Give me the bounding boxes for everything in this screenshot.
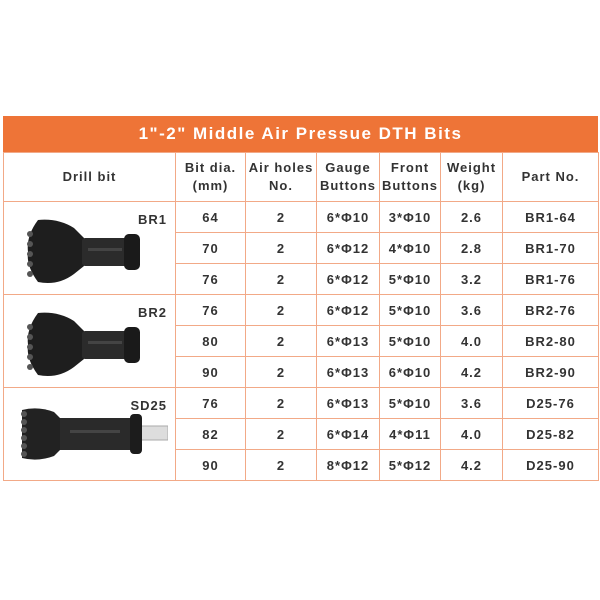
air-holes-cell: 2 (245, 232, 317, 264)
model-label: BR2 (137, 305, 167, 320)
gauge-buttons-cell: 6*Φ14 (316, 418, 380, 450)
part-number-cell: D25-90 (502, 449, 599, 481)
gauge-buttons-cell: 6*Φ13 (316, 356, 380, 388)
bit-diameter-cell: 90 (175, 449, 246, 481)
weight-cell: 3.6 (440, 387, 503, 419)
front-buttons-cell: 6*Φ10 (379, 356, 441, 388)
air-holes-cell: 2 (245, 201, 317, 233)
column-header-text: Bit dia. (184, 160, 237, 175)
front-buttons-cell: 5*Φ12 (379, 449, 441, 481)
gauge-buttons-cell: 6*Φ13 (316, 325, 380, 357)
bit-diameter-cell: 90 (175, 356, 246, 388)
column-header: Part No. (502, 152, 599, 202)
drill-bit-br2-image (18, 309, 158, 384)
weight-cell: 3.2 (440, 263, 503, 295)
bit-diameter-cell: 76 (175, 263, 246, 295)
table-row: 90 2 8*Φ12 5*Φ12 4.2 D25-90 (4, 449, 599, 481)
bit-diameter-cell: 76 (175, 387, 246, 419)
front-buttons-cell: 5*Φ10 (379, 387, 441, 419)
model-label: SD25 (130, 398, 167, 413)
weight-cell: 3.6 (440, 294, 503, 326)
air-holes-cell: 2 (245, 325, 317, 357)
drill-bit-cell: SD25 (3, 387, 176, 481)
column-header: Front Buttons (379, 152, 441, 202)
header-row: Drill bit Bit dia. (mm) Air holes No. Gauge Bu… (3, 152, 599, 202)
drill-bit-cell: BR1 (3, 201, 176, 295)
table-row: 90 2 6*Φ13 6*Φ10 4.2 BR2-90 (4, 356, 599, 388)
table-row: BR2 76 2 6*Φ12 5*Φ10 3.6 BR2-76 (3, 294, 599, 388)
table-row: 70 2 6*Φ12 4*Φ10 2.8 BR1-70 (4, 232, 599, 264)
part-number-cell: BR2-76 (502, 294, 599, 326)
column-header-text: Air holes (248, 160, 314, 175)
front-buttons-cell: 3*Φ10 (379, 201, 441, 233)
part-number-cell: D25-76 (502, 387, 599, 419)
part-number-cell: BR2-80 (502, 325, 599, 357)
gauge-buttons-cell: 6*Φ13 (316, 387, 380, 419)
front-buttons-cell: 5*Φ10 (379, 263, 441, 295)
air-holes-cell: 2 (245, 356, 317, 388)
air-holes-cell: 2 (245, 294, 317, 326)
column-header-text: Drill bit (62, 169, 117, 184)
gauge-buttons-cell: 8*Φ12 (316, 449, 380, 481)
column-header-text: Buttons (381, 178, 439, 193)
bit-diameter-cell: 70 (175, 232, 246, 264)
column-header: Drill bit (3, 152, 176, 202)
table-row: 80 2 6*Φ13 5*Φ10 4.0 BR2-80 (4, 325, 599, 357)
gauge-buttons-cell: 6*Φ12 (316, 263, 380, 295)
part-number-cell: D25-82 (502, 418, 599, 450)
column-header-text: Front (390, 160, 430, 175)
bit-diameter-cell: 80 (175, 325, 246, 357)
gauge-buttons-cell: 6*Φ12 (316, 294, 380, 326)
bit-diameter-cell: 64 (175, 201, 246, 233)
column-header: Gauge Buttons (316, 152, 380, 202)
column-header: Air holes No. (245, 152, 317, 202)
weight-cell: 2.8 (440, 232, 503, 264)
air-holes-cell: 2 (245, 263, 317, 295)
bit-diameter-cell: 82 (175, 418, 246, 450)
bit-diameter-cell: 76 (175, 294, 246, 326)
table-row: BR1 64 2 6*Φ10 3*Φ10 2.6 BR1-64 (3, 201, 599, 295)
column-header: Bit dia. (mm) (175, 152, 246, 202)
weight-cell: 2.6 (440, 201, 503, 233)
column-header-text: (mm) (192, 178, 229, 193)
weight-cell: 4.2 (440, 356, 503, 388)
column-header-text: Buttons (319, 178, 377, 193)
table-body: BR1 64 2 6*Φ10 3*Φ10 2.6 BR1-64 70 2 6*Φ12 4*Φ10 2.… (3, 201, 599, 481)
front-buttons-cell: 5*Φ10 (379, 294, 441, 326)
weight-cell: 4.0 (440, 418, 503, 450)
column-header-text: Weight (446, 160, 497, 175)
air-holes-cell: 2 (245, 418, 317, 450)
weight-cell: 4.0 (440, 325, 503, 357)
column-header-text: No. (269, 178, 293, 193)
part-number-cell: BR1-70 (502, 232, 599, 264)
part-number-cell: BR1-76 (502, 263, 599, 295)
drill-bit-br1-image (18, 216, 158, 291)
front-buttons-cell: 4*Φ10 (379, 232, 441, 264)
table-row: SD25 76 2 6*Φ13 5*Φ10 3.6 D25-76 (3, 387, 599, 481)
column-header-text: (kg) (457, 178, 486, 193)
front-buttons-cell: 4*Φ11 (379, 418, 441, 450)
column-header-text: Part No. (521, 169, 580, 184)
front-buttons-cell: 5*Φ10 (379, 325, 441, 357)
column-header-text: Gauge (325, 160, 371, 175)
weight-cell: 4.2 (440, 449, 503, 481)
model-label: BR1 (137, 212, 167, 227)
gauge-buttons-cell: 6*Φ12 (316, 232, 380, 264)
gauge-buttons-cell: 6*Φ10 (316, 201, 380, 233)
air-holes-cell: 2 (245, 449, 317, 481)
part-number-cell: BR2-90 (502, 356, 599, 388)
column-header: Weight (kg) (440, 152, 503, 202)
dth-bits-table: Drill bit Bit dia. (mm) Air holes No. Gauge Bu… (3, 152, 599, 481)
air-holes-cell: 2 (245, 387, 317, 419)
drill-bit-sd25-image (18, 404, 169, 467)
part-number-cell: BR1-64 (502, 201, 599, 233)
table-title: 1"-2" Middle Air Pressue DTH Bits (3, 116, 598, 152)
drill-bit-cell: BR2 (3, 294, 176, 388)
